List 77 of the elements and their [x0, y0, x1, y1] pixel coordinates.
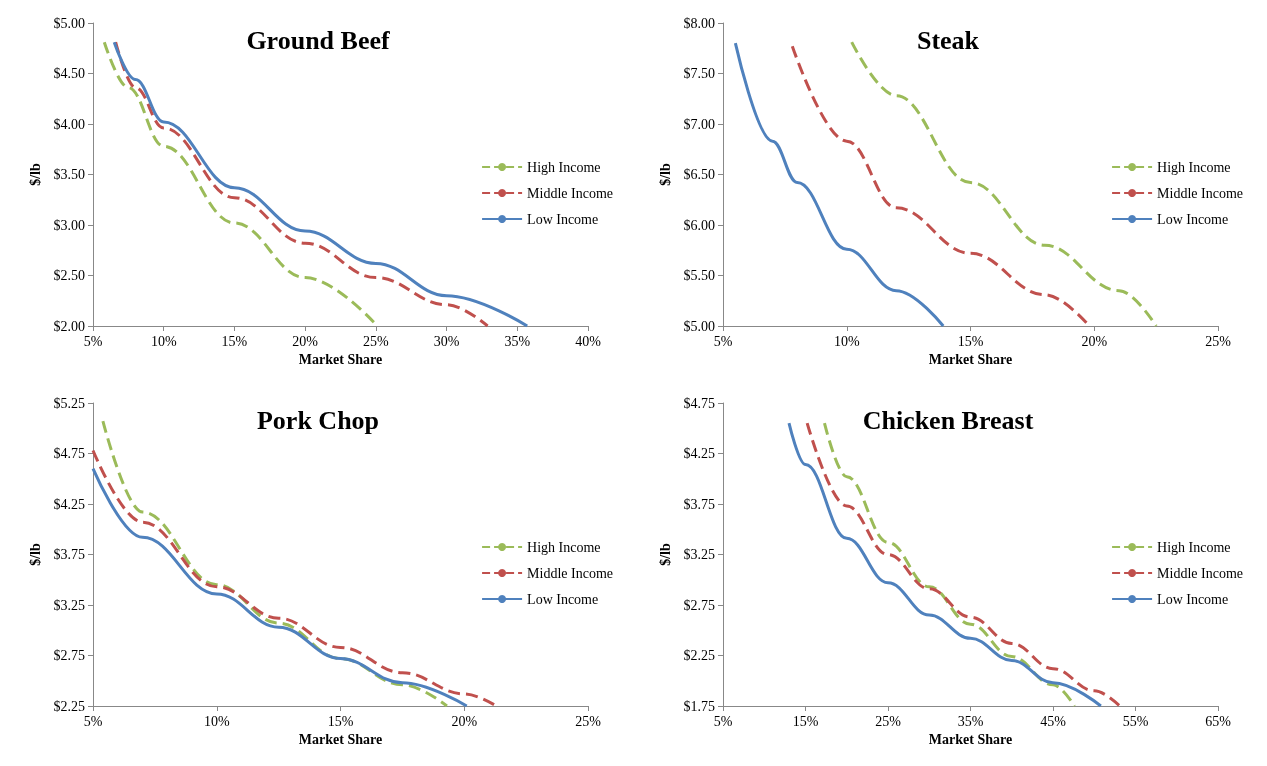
y-tick-label: $5.25	[53, 395, 85, 411]
y-tick-label: $3.25	[683, 547, 715, 562]
y-tick-label: $4.50	[53, 66, 85, 81]
x-tick-label: 25%	[875, 713, 902, 729]
y-tick-label: $5.00	[53, 15, 85, 31]
x-tick-label: 35%	[504, 333, 531, 349]
y-tick-label: $2.50	[53, 268, 85, 283]
legend-label: Low Income	[527, 591, 599, 607]
x-tick-label: 25%	[575, 713, 602, 729]
y-axis-title: $/lb	[658, 543, 674, 566]
y-tick-label: $2.25	[683, 648, 715, 663]
y-tick-label: $7.00	[683, 116, 715, 132]
x-tick-label: 55%	[1122, 713, 1149, 729]
x-tick-label: 10%	[203, 713, 230, 729]
x-tick-label: 5%	[713, 333, 733, 349]
y-axis-title: $/lb	[28, 543, 44, 566]
chart-title: Steak	[916, 25, 980, 55]
chart-title: Chicken Breast	[862, 405, 1034, 435]
y-axis-title: $/lb	[658, 163, 674, 186]
chart-title: Ground Beef	[246, 25, 390, 55]
x-tick-label: 30%	[433, 333, 460, 349]
x-tick-label: 25%	[1205, 333, 1232, 349]
x-tick-label: 15%	[957, 333, 984, 349]
y-tick-label: $6.00	[683, 217, 715, 233]
x-tick-label: 20%	[292, 333, 319, 349]
y-tick-label: $3.25	[53, 597, 85, 613]
x-tick-label: 10%	[150, 333, 177, 349]
x-tick-label: 15%	[792, 713, 819, 729]
y-tick-label: $3.50	[53, 167, 85, 182]
legend-label: Low Income	[1157, 211, 1229, 227]
legend-label: High Income	[527, 159, 601, 175]
x-tick-label: 20%	[451, 713, 478, 729]
x-axis-title: Market Share	[928, 732, 1013, 748]
chart-title: Pork Chop	[256, 405, 380, 435]
y-tick-label: $3.00	[53, 217, 85, 233]
x-tick-label: 25%	[363, 333, 390, 349]
y-tick-label: $2.25	[53, 698, 85, 714]
y-tick-label: $1.75	[683, 698, 715, 714]
y-tick-label: $6.50	[683, 167, 715, 182]
y-tick-label: $8.00	[683, 15, 715, 31]
y-tick-label: $4.75	[683, 395, 715, 411]
x-axis-title: Market Share	[298, 352, 383, 368]
y-tick-label: $2.00	[53, 318, 85, 334]
legend-label: High Income	[527, 539, 601, 555]
legend-label: Middle Income	[527, 565, 613, 581]
x-tick-label: 15%	[327, 713, 354, 729]
legend-label: Middle Income	[1157, 565, 1243, 581]
x-tick-label: 15%	[221, 333, 248, 349]
x-tick-label: 20%	[1081, 333, 1108, 349]
x-tick-label: 45%	[1040, 713, 1067, 729]
legend-label: Middle Income	[527, 185, 613, 201]
x-tick-label: 5%	[713, 713, 733, 729]
legend-label: High Income	[1157, 539, 1231, 555]
x-axis-title: Market Share	[928, 352, 1013, 368]
x-tick-label: 5%	[83, 713, 103, 729]
x-tick-label: 10%	[833, 333, 860, 349]
legend-label: Low Income	[1157, 591, 1229, 607]
y-tick-label: $4.00	[53, 116, 85, 132]
y-tick-label: $3.75	[683, 496, 715, 512]
x-tick-label: 65%	[1205, 713, 1232, 729]
y-axis-title: $/lb	[28, 163, 44, 186]
y-tick-label: $4.25	[53, 496, 85, 512]
x-tick-label: 35%	[957, 713, 984, 729]
x-tick-label: 5%	[83, 333, 103, 349]
y-tick-label: $2.75	[53, 648, 85, 663]
y-tick-label: $2.75	[683, 597, 715, 613]
legend-label: High Income	[1157, 159, 1231, 175]
y-tick-label: $7.50	[683, 66, 715, 81]
y-tick-label: $5.50	[683, 268, 715, 283]
legend-label: Low Income	[527, 211, 599, 227]
legend-label: Middle Income	[1157, 185, 1243, 201]
y-tick-label: $3.75	[53, 547, 85, 562]
y-tick-label: $4.75	[53, 446, 85, 461]
y-tick-label: $5.00	[683, 318, 715, 334]
x-axis-title: Market Share	[298, 732, 383, 748]
y-tick-label: $4.25	[683, 446, 715, 461]
x-tick-label: 40%	[575, 333, 602, 349]
